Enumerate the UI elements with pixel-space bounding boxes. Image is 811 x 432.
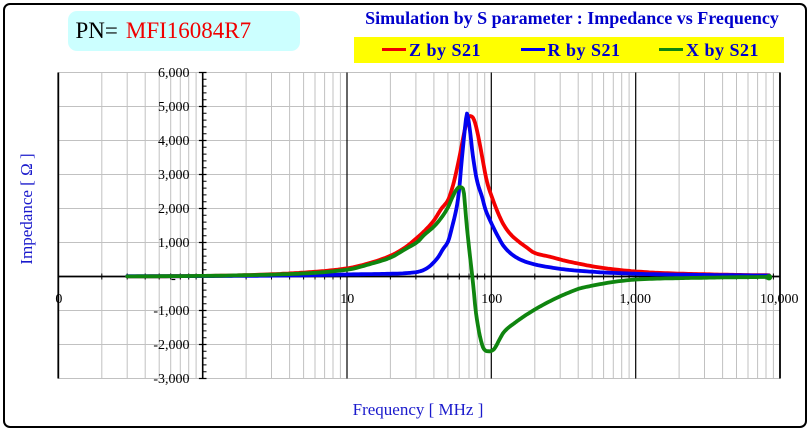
svg-text:2,000: 2,000	[158, 202, 190, 217]
svg-text:1,000: 1,000	[620, 292, 652, 307]
svg-text:0: 0	[55, 292, 62, 307]
svg-text:3,000: 3,000	[158, 168, 190, 183]
svg-text:-2,000: -2,000	[153, 338, 189, 353]
svg-text:4,000: 4,000	[158, 134, 190, 149]
svg-text:10,000: 10,000	[760, 292, 799, 307]
svg-text:100: 100	[481, 292, 502, 307]
svg-text:10: 10	[340, 292, 354, 307]
svg-text:-3,000: -3,000	[153, 372, 189, 387]
svg-text:1,000: 1,000	[158, 236, 190, 251]
svg-text:-1,000: -1,000	[153, 304, 189, 319]
svg-text:5,000: 5,000	[158, 100, 190, 115]
svg-text:6,000: 6,000	[158, 66, 190, 81]
